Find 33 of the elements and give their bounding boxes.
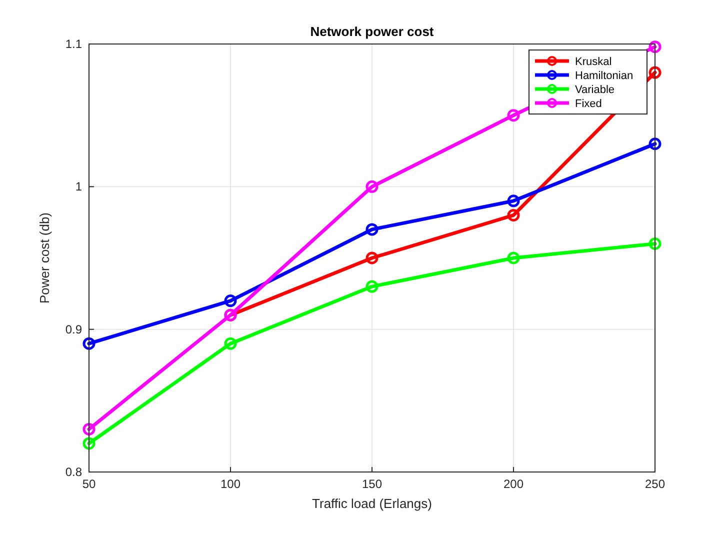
point bbox=[507, 194, 520, 208]
legend-label: Fixed bbox=[575, 98, 602, 110]
point bbox=[366, 252, 378, 264]
legend-label: Kruskal bbox=[575, 56, 612, 68]
x-tick-label: 200 bbox=[503, 477, 524, 491]
x-tick-label: 50 bbox=[82, 477, 96, 491]
x-tick-label: 150 bbox=[362, 477, 382, 491]
x-tick-label: 100 bbox=[220, 477, 241, 491]
legend-label: Hamiltonian bbox=[575, 70, 634, 82]
point bbox=[224, 294, 237, 308]
x-axis-title: Traffic load (Erlangs) bbox=[312, 496, 432, 511]
point bbox=[648, 237, 662, 250]
y-tick-label: 0.9 bbox=[65, 322, 82, 336]
point bbox=[648, 66, 662, 79]
y-tick-label: 1.1 bbox=[65, 37, 82, 51]
legend-label: Variable bbox=[575, 84, 615, 96]
x-tick-label: 250 bbox=[644, 477, 666, 491]
y-axis-title: Power cost (db) bbox=[37, 212, 52, 304]
point bbox=[366, 223, 378, 236]
point bbox=[82, 337, 96, 350]
point bbox=[366, 180, 378, 193]
point bbox=[648, 40, 662, 54]
chart-title: Network power cost bbox=[310, 24, 434, 39]
point bbox=[366, 280, 378, 293]
point bbox=[82, 437, 96, 450]
y-tick-label: 0.8 bbox=[65, 465, 82, 479]
point bbox=[507, 252, 520, 264]
point bbox=[507, 109, 520, 122]
point bbox=[82, 422, 96, 436]
point bbox=[224, 337, 237, 350]
y-tick-label: 1 bbox=[75, 180, 82, 194]
point bbox=[648, 138, 662, 150]
point bbox=[507, 208, 520, 222]
